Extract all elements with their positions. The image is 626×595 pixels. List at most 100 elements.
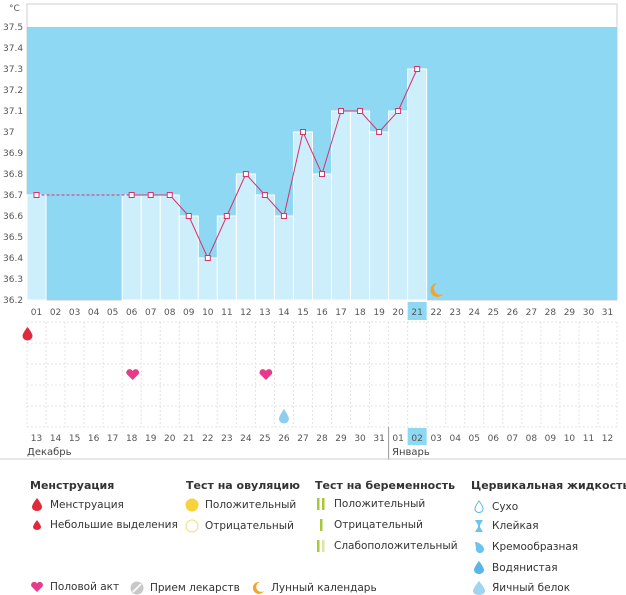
cycle-day-label: 28: [545, 308, 557, 318]
calendar-date-label: 21: [183, 434, 194, 444]
creamy-drop-icon: [470, 541, 488, 553]
y-tick-label: 37.4: [3, 44, 23, 54]
temperature-bar: [235, 173, 256, 301]
current-day-highlight: [407, 302, 427, 320]
y-tick-label: 36.3: [3, 275, 23, 285]
legend-intercourse: Половой акт: [28, 581, 119, 593]
temperature-point: [280, 213, 287, 219]
legend-lunar: Лунный календарь: [249, 581, 377, 595]
legend-spotting: Небольшие выделения: [28, 519, 178, 531]
temperature-point: [128, 192, 135, 198]
y-tick-label: 37: [3, 128, 14, 138]
cycle-day-label: 04: [88, 308, 100, 318]
legend-ovulation-negative: Отрицательный: [183, 519, 294, 533]
temperature-point: [204, 255, 211, 261]
legend-cervical-sticky: Клейкая: [470, 520, 539, 532]
calendar-date-label: 16: [88, 434, 100, 444]
temperature-line-segment: [359, 110, 380, 133]
temperature-point: [166, 192, 173, 198]
temperature-bar: [159, 194, 180, 301]
calendar-date-label: 26: [278, 434, 290, 444]
y-tick-label: 37.3: [3, 65, 23, 75]
legend-menstruation: Менструация: [28, 498, 124, 511]
temperature-bar: [197, 257, 218, 301]
calendar-date-label: 30: [354, 434, 366, 444]
cycle-day-label: 27: [526, 308, 537, 318]
weak-double-bar-icon: [312, 540, 330, 552]
cycle-day-label: 16: [316, 308, 328, 318]
cycle-day-label: 11: [221, 308, 232, 318]
legend-pregnancy-negative: Отрицательный: [312, 519, 423, 531]
legend-menstruation-title: Менструация: [30, 479, 115, 492]
calendar-date-label: 09: [545, 434, 557, 444]
calendar-date-label: 07: [507, 434, 518, 444]
cycle-day-label: 09: [183, 308, 195, 318]
calendar-date-label: 03: [430, 434, 441, 444]
temperature-bar: [26, 194, 47, 301]
cycle-day-label: 15: [297, 308, 308, 318]
outline-drop-icon: [470, 500, 488, 513]
y-tick-label: 36.8: [3, 170, 23, 180]
temperature-bar: [273, 215, 294, 301]
calendar-date-label: 04: [449, 434, 461, 444]
temperature-point: [319, 171, 325, 177]
legend-cervical-title: Цервикальная жидкость: [471, 479, 626, 492]
temperature-bar: [369, 131, 390, 301]
temperature-point: [414, 66, 421, 72]
menstruation-drop-icon: [22, 327, 33, 341]
legend-medication: Прием лекарств: [128, 581, 240, 595]
temperature-bar: [178, 215, 199, 301]
temperature-bar: [388, 110, 409, 301]
legend-cervical-dry: Сухо: [470, 500, 518, 513]
calendar-date-label: 02: [411, 434, 422, 444]
cycle-day-label: 03: [69, 308, 80, 318]
cycle-day-label: 17: [335, 308, 346, 318]
cycle-day-label: 22: [430, 308, 441, 318]
y-tick-label: 36.9: [3, 149, 23, 159]
temperature-line-segment: [302, 131, 323, 175]
temperature-bar: [216, 215, 237, 301]
legend-cervical-creamy: Кремообразная: [470, 541, 578, 553]
today-highlight: [407, 428, 427, 445]
temperature-line-segment: [283, 131, 304, 217]
calendar-date-label: 12: [602, 434, 613, 444]
temperature-line-segment: [226, 173, 247, 217]
cycle-day-label: 19: [373, 308, 385, 318]
calendar-date-label: 19: [145, 434, 157, 444]
egg-white-drop-icon: [278, 409, 289, 424]
temperature-point: [261, 192, 268, 198]
cycle-day-label: 21: [411, 308, 422, 318]
cycle-day-label: 29: [564, 308, 576, 318]
cycle-day-label: 30: [583, 308, 595, 318]
calendar-date-label: 31: [373, 434, 384, 444]
legend-cervical-eggwhite: Яичный белок: [470, 581, 570, 595]
calendar-date-label: 20: [164, 434, 176, 444]
temperature-bar: [121, 194, 142, 301]
cycle-day-label: 07: [145, 308, 156, 318]
legend-ovulation-positive: Положительный: [183, 498, 296, 512]
calendar-date-label: 15: [69, 434, 80, 444]
double-bar-icon: [312, 498, 330, 510]
temperature-line-segment: [264, 194, 285, 217]
temperature-point: [357, 108, 364, 114]
unit-label: °C: [9, 4, 20, 14]
heart-icon: [126, 369, 140, 380]
heart-icon: [259, 369, 273, 380]
temperature-bar: [292, 131, 313, 301]
temperature-line-segment: [188, 215, 209, 259]
y-tick-label: 36.2: [3, 296, 23, 306]
cycle-day-label: 08: [164, 308, 176, 318]
cycle-day-label: 26: [507, 308, 519, 318]
temperature-point: [185, 213, 192, 219]
calendar-date-label: 05: [469, 434, 480, 444]
cycle-day-label: 13: [259, 308, 270, 318]
temperature-point: [147, 192, 154, 198]
calendar-date-label: 29: [335, 434, 347, 444]
y-tick-label: 36.5: [3, 233, 23, 243]
calendar-date-label: 10: [564, 434, 576, 444]
cycle-day-label: 23: [449, 308, 460, 318]
y-tick-label: 36.7: [3, 191, 23, 201]
calendar-date-label: 01: [392, 434, 403, 444]
calendar-date-label: 06: [488, 434, 500, 444]
temperature-point: [395, 108, 402, 114]
